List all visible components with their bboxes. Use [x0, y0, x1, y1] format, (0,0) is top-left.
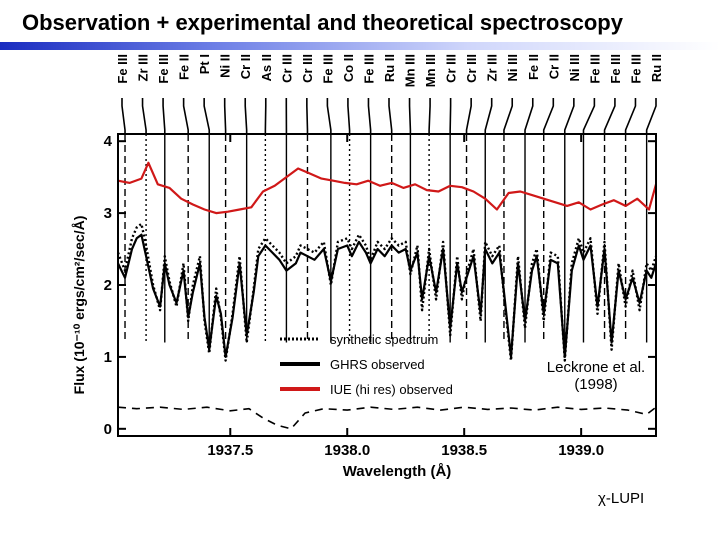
line-id-label-15: Mn III — [423, 54, 438, 87]
slide-header: Observation + experimental and theoretic… — [0, 4, 720, 50]
line-id-label-0: Fe III — [115, 54, 130, 84]
series-line-residual — [117, 406, 657, 430]
line-id-label-11: Co II — [341, 54, 356, 82]
line-id-connector-20 — [524, 98, 534, 134]
y-tick-label-0: 0 — [104, 421, 112, 438]
citation: Leckrone et al. (1998) — [536, 359, 656, 393]
line-id-label-21: Cr II — [546, 54, 561, 79]
line-id-label-24: Fe III — [608, 54, 623, 84]
series-group — [116, 161, 658, 430]
line-id-label-17: Cr III — [464, 54, 479, 83]
line-id-label-26: Ru II — [649, 54, 664, 82]
star-name: χ-LUPI — [598, 490, 645, 507]
y-tick-label-2: 2 — [104, 277, 112, 294]
line-id-label-10: Fe III — [320, 54, 335, 84]
line-id-connector-2 — [162, 98, 166, 134]
line-id-connector-12 — [367, 98, 372, 134]
line-id-markers — [124, 134, 648, 343]
line-id-connector-17 — [465, 98, 472, 134]
line-id-connector-10 — [326, 98, 332, 134]
line-id-label-2: Fe III — [156, 54, 171, 84]
line-id-connector-4 — [203, 98, 211, 134]
line-id-label-25: Fe III — [628, 54, 643, 84]
line-id-connector-25 — [624, 98, 637, 134]
x-tick-label-2: 1938.5 — [441, 442, 487, 459]
series-line-ghrs-observed — [117, 233, 658, 358]
legend-label-2: IUE (hi res) observed — [330, 382, 453, 397]
axis-ticks: 1937.5 1938.0 1938.5 1939.0 0 1 2 3 4 — [104, 133, 656, 459]
line-id-connector-5 — [223, 98, 227, 134]
line-id-label-9: Cr III — [300, 54, 315, 83]
line-id-label-13: Ru II — [382, 54, 397, 82]
series-line-synthetic-spectrum — [116, 222, 658, 362]
legend: synthetic spectrum GHRS observed IUE (hi r… — [280, 332, 453, 397]
line-id-label-14: Mn III — [403, 54, 418, 87]
line-id-label-16: Cr III — [444, 54, 459, 83]
y-tick-label-1: 1 — [104, 349, 112, 366]
line-id-label-19: Ni III — [505, 54, 520, 81]
series-line-iue-hi-res-observed — [117, 161, 658, 215]
x-tick-label-1: 1938.0 — [324, 442, 370, 459]
x-tick-label-0: 1937.5 — [207, 442, 253, 459]
x-axis-label: Wavelength (Å) — [343, 463, 452, 480]
line-id-connector-0 — [121, 98, 126, 134]
line-id-label-23: Fe III — [587, 54, 602, 84]
y-tick-label-3: 3 — [104, 205, 112, 222]
line-id-connector-18 — [484, 98, 493, 134]
spectrum-chart: Fe III Zr III Fe III Fe II Pt I Ni II Cr II As … — [71, 54, 664, 480]
line-id-labels: Fe III Zr III Fe III Fe II Pt I Ni II Cr II As … — [115, 54, 664, 87]
line-id-label-18: Zr III — [485, 54, 500, 81]
line-id-label-8: Cr III — [279, 54, 294, 83]
line-id-connector-14 — [408, 98, 412, 134]
line-id-label-20: Fe II — [526, 54, 541, 80]
line-id-connector-22 — [563, 98, 575, 134]
line-id-connector-6 — [244, 98, 248, 134]
line-id-connector-24 — [603, 98, 616, 134]
line-id-label-1: Zr III — [136, 54, 151, 81]
line-id-label-6: Cr II — [238, 54, 253, 79]
line-id-connector-13 — [388, 98, 393, 134]
title-underline — [0, 42, 720, 50]
x-tick-label-3: 1939.0 — [558, 442, 604, 459]
line-id-connector-11 — [347, 98, 351, 134]
line-id-connector-1 — [141, 98, 147, 134]
legend-label-0: synthetic spectrum — [330, 332, 438, 347]
line-id-label-3: Fe II — [177, 54, 192, 80]
line-id-connector-19 — [503, 98, 514, 134]
line-id-connector-21 — [542, 98, 555, 134]
slide-title: Observation + experimental and theoretic… — [22, 10, 623, 35]
line-id-label-7: As II — [259, 54, 274, 81]
y-tick-label-4: 4 — [104, 133, 113, 150]
line-id-connector-26 — [645, 98, 657, 134]
line-id-label-5: Ni II — [218, 54, 233, 78]
line-id-label-4: Pt I — [197, 54, 212, 74]
y-axis-label: Flux (10⁻¹⁰ ergs/cm²/sec/Å) — [71, 216, 87, 395]
line-id-connector-15 — [428, 98, 431, 134]
line-id-connector-23 — [582, 98, 596, 134]
legend-label-1: GHRS observed — [330, 357, 425, 372]
line-id-label-12: Fe III — [361, 54, 376, 84]
citation-year: (1998) — [574, 376, 618, 393]
line-id-connector-3 — [182, 98, 189, 134]
line-id-connector-9 — [306, 98, 309, 134]
line-id-label-22: Ni III — [567, 54, 582, 81]
line-id-connectors — [121, 98, 657, 134]
citation-authors: Leckrone et al. — [546, 359, 646, 376]
